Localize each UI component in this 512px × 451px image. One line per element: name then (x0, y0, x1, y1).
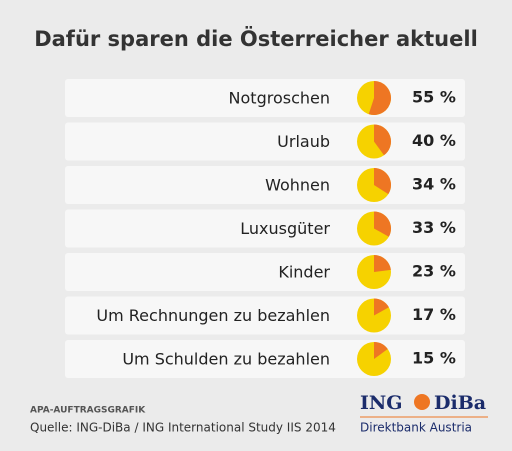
logo-name2: DiBa (434, 392, 486, 414)
category-label: Wohnen (265, 176, 330, 195)
value-label: 40 % (412, 131, 456, 150)
value-label: 15 % (412, 349, 456, 368)
logo-lion (414, 394, 430, 410)
pie-slice (368, 81, 391, 116)
value-label: 34 % (412, 175, 456, 194)
category-label: Urlaub (277, 132, 330, 151)
rows: Notgroschen 55 % Urlaub 40 % Wohnen 34 % Luxus… (65, 79, 465, 378)
chart-title: Dafür sparen die Österreicher aktuell (34, 26, 478, 51)
logo-tagline: Direktbank Austria (360, 421, 472, 435)
credit: APA-AUFTRAGSGRAFIK (30, 406, 146, 416)
logo-name: ING (360, 392, 402, 414)
row-band (65, 122, 465, 161)
value-label: 17 % (412, 305, 456, 324)
pie-slice (374, 342, 388, 359)
category-label: Notgroschen (229, 89, 330, 108)
category-label: Kinder (278, 263, 330, 282)
value-label: 55 % (412, 88, 456, 107)
pie-slice (374, 298, 389, 316)
pie-slice (374, 255, 391, 272)
value-label: 33 % (412, 218, 456, 237)
category-label: Um Schulden zu bezahlen (122, 350, 330, 369)
row-band (65, 253, 465, 291)
value-label: 23 % (412, 262, 456, 281)
pie-slice (374, 211, 391, 237)
pie-slice (374, 124, 391, 156)
pie-slice (374, 168, 391, 195)
source: Quelle: ING-DiBa / ING International Stu… (30, 421, 336, 435)
category-label: Um Rechnungen zu bezahlen (96, 306, 330, 325)
category-label: Luxusgüter (240, 219, 330, 238)
